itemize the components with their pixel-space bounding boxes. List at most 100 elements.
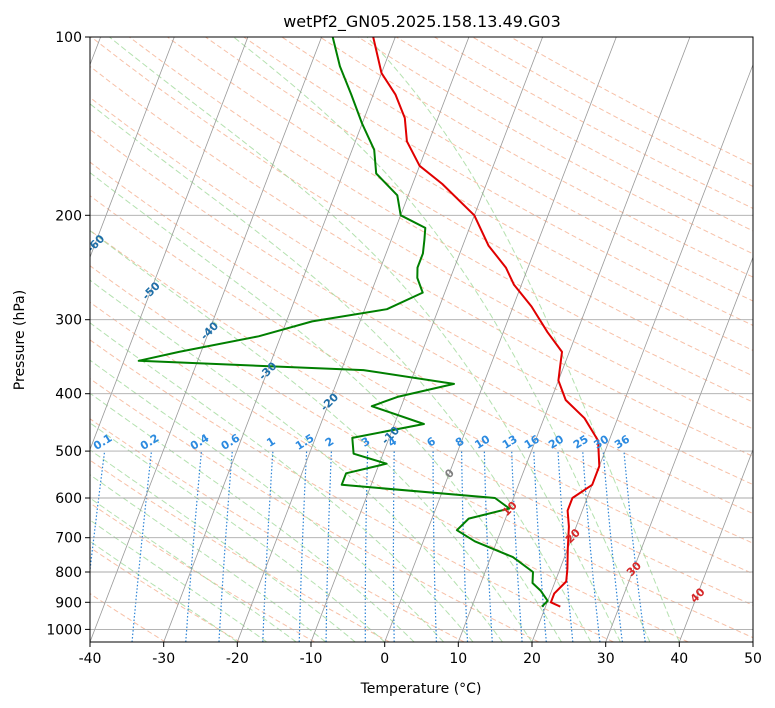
- moist-adiabat-line: [90, 422, 386, 642]
- x-tick-label: 10: [449, 651, 467, 667]
- mixing-ratio-line: [185, 451, 203, 642]
- isotherm-label: -30: [256, 359, 279, 382]
- moist-adiabat-line: [90, 497, 297, 642]
- mixing-ratio-label: 25: [571, 433, 591, 452]
- y-tick-label: 300: [55, 313, 82, 329]
- moist-adiabat-line: [90, 171, 562, 642]
- mixing-ratio-line: [432, 451, 437, 642]
- moist-adiabat-line: [90, 322, 474, 642]
- isotherm-label: 30: [624, 559, 644, 579]
- dry-adiabat-line: [472, 37, 753, 188]
- isotherm-line: [531, 63, 753, 642]
- isotherm-label: -60: [84, 232, 107, 255]
- moist-adiabat-line: [90, 230, 533, 642]
- isotherm-label: -50: [140, 279, 163, 302]
- mixing-ratio-label: 10: [473, 432, 493, 451]
- mixing-ratio-label: 3: [359, 435, 372, 450]
- temperature-profile-line: [372, 37, 601, 608]
- dry-adiabats: [90, 37, 753, 642]
- dry-adiabat-line: [90, 301, 689, 642]
- x-tick-label: 0: [380, 651, 389, 667]
- mixing-ratio-label: 1.5: [293, 431, 316, 452]
- x-tick-label: -40: [79, 651, 102, 667]
- isotherm-line: [236, 37, 470, 642]
- isotherm-line: [457, 37, 691, 642]
- profile-lines: [137, 37, 601, 608]
- isotherm-label: 20: [563, 526, 583, 546]
- mixing-ratio-label: 6: [425, 434, 439, 449]
- dry-adiabat-line: [90, 418, 465, 642]
- moist-adiabat-line: [366, 37, 680, 642]
- mixing-ratio-label: 0.6: [219, 431, 243, 453]
- y-tick-label: 100: [55, 30, 82, 46]
- dry-adiabat-line: [90, 546, 241, 642]
- moist-adiabat-line: [90, 519, 268, 642]
- isotherm-lines: [90, 37, 753, 642]
- dry-adiabat-line: [90, 459, 390, 642]
- moist-adiabat-line: [90, 392, 415, 642]
- dry-adiabat-line: [510, 37, 753, 166]
- y-tick-label: 1000: [46, 622, 82, 638]
- dry-adiabat-line: [90, 65, 753, 457]
- mixing-ratio-label: 36: [612, 432, 632, 451]
- dry-adiabat-line: [90, 128, 753, 515]
- mixing-ratio-line: [131, 451, 153, 642]
- moist-adiabats: [90, 37, 680, 642]
- isotherm-line: [310, 37, 543, 642]
- plot-frame: [89, 36, 754, 643]
- y-tick-label: 600: [55, 491, 82, 507]
- dry-adiabat-line: [434, 37, 753, 209]
- mixing-ratio-label: 0.2: [138, 431, 161, 452]
- isotherm-line: [605, 256, 753, 642]
- dry-adiabat-line: [319, 37, 753, 278]
- dry-adiabat-line: [243, 37, 753, 326]
- isotherm-line: [163, 37, 396, 642]
- plot-area: -100-90-80-70-60-50-40-30-20-10010203040…: [0, 37, 753, 642]
- dry-adiabat-line: [395, 37, 753, 232]
- mixing-ratio-labels: 0.1 0.2 0.4 0.6 1 1.5 2 3 4 6 8 10 13 16 20 25 30 36: [91, 431, 632, 453]
- isotherm-line: [90, 37, 322, 642]
- mixing-ratio-line: [325, 451, 332, 642]
- chart-title: wetPf2_GN05.2025.158.13.49.G03: [283, 12, 561, 32]
- mixing-ratio-line: [298, 451, 308, 642]
- moist-adiabat-line: [233, 37, 651, 642]
- mixing-ratio-label: 20: [546, 432, 566, 451]
- mixing-ratio-label: 0.1: [91, 431, 114, 452]
- mixing-ratio-label: 13: [500, 433, 520, 452]
- isotherm-label: -80: [0, 117, 4, 140]
- mixing-ratio-line: [262, 451, 274, 642]
- mixing-ratio-line: [533, 451, 547, 642]
- x-axis-label: Temperature (°C): [360, 681, 482, 697]
- x-tick-label: 40: [670, 651, 688, 667]
- isotherm-line: [90, 37, 249, 451]
- mixing-ratio-line: [218, 451, 233, 642]
- isotherm-line: [678, 448, 753, 642]
- x-tick-label: -20: [226, 651, 249, 667]
- x-tick-label: 30: [597, 651, 615, 667]
- y-tick-label: 400: [55, 387, 82, 403]
- x-tick-label: -30: [152, 651, 175, 667]
- x-axis-ticks: -40 -30 -20 -10 0 10 20 30 40 50: [79, 642, 762, 667]
- y-axis-label: Pressure (hPa): [12, 290, 28, 390]
- y-tick-label: 900: [55, 595, 82, 611]
- dewpoint-profile-line: [137, 37, 549, 608]
- mixing-ratio-line: [602, 451, 623, 642]
- y-axis-ticks: 100 200 300 400 500 600 700 800 900 1000: [46, 30, 90, 638]
- dry-adiabat-line: [90, 378, 540, 642]
- pressure-gridlines: [90, 37, 753, 630]
- mixing-ratio-lines: [90, 451, 646, 642]
- mixing-ratio-label: 16: [522, 432, 542, 451]
- dry-adiabat-line: [90, 195, 753, 575]
- dry-adiabat-line: [205, 37, 753, 351]
- dry-adiabat-line: [90, 161, 753, 544]
- isotherm-label: 0: [442, 466, 457, 481]
- dry-adiabat-line: [90, 229, 753, 606]
- isotherm-line: [752, 640, 753, 642]
- mixing-ratio-label: 2: [323, 435, 336, 450]
- isotherm-label: 10: [500, 499, 520, 519]
- moist-adiabat-line: [90, 540, 238, 642]
- mixing-ratio-line: [511, 451, 523, 642]
- moist-adiabat-line: [90, 449, 356, 642]
- mixing-ratio-line: [364, 451, 369, 642]
